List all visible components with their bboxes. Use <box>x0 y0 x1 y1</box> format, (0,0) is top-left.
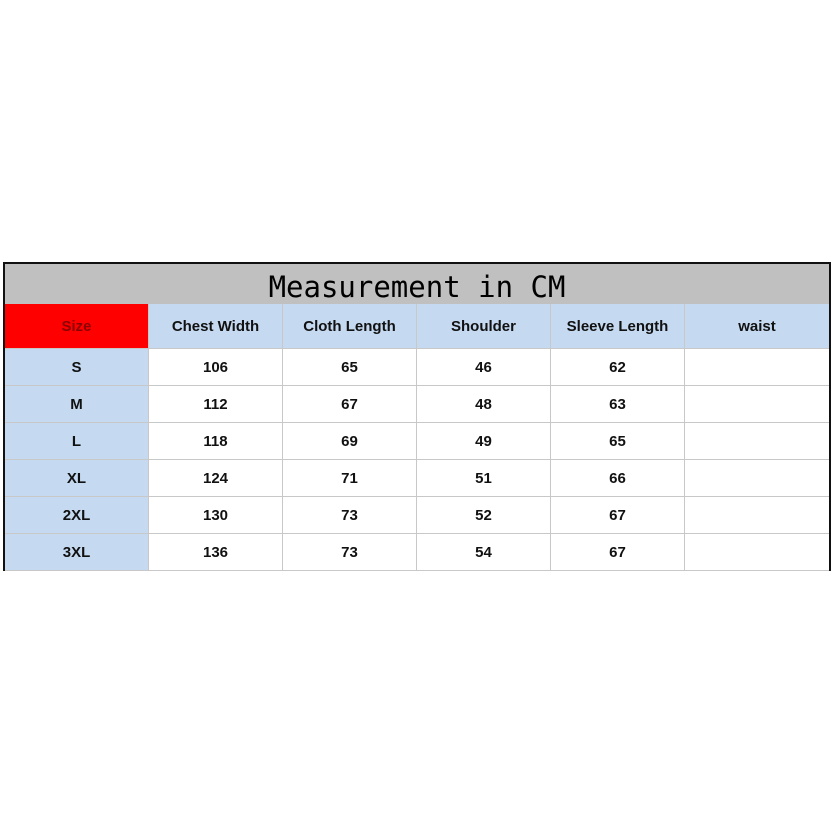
table-cell: 106 <box>149 349 283 386</box>
table-cell: 62 <box>551 349 685 386</box>
table-row: 3XL 136 73 54 67 <box>5 534 829 571</box>
table-row: 2XL 130 73 52 67 <box>5 497 829 534</box>
table-row: L 118 69 49 65 <box>5 423 829 460</box>
table-cell: 136 <box>149 534 283 571</box>
table-cell: 48 <box>417 386 551 423</box>
header-waist: waist <box>685 304 829 349</box>
table-cell: 3XL <box>5 534 149 571</box>
table-cell: 73 <box>283 497 417 534</box>
table-cell: 46 <box>417 349 551 386</box>
table-cell <box>685 534 829 571</box>
table-cell: 67 <box>551 534 685 571</box>
table-row: S 106 65 46 62 <box>5 349 829 386</box>
table-row: M 112 67 48 63 <box>5 386 829 423</box>
table-cell: 49 <box>417 423 551 460</box>
table-cell <box>685 497 829 534</box>
table-cell: S <box>5 349 149 386</box>
table-cell: 112 <box>149 386 283 423</box>
table-cell: M <box>5 386 149 423</box>
table-cell <box>685 386 829 423</box>
table-cell: 71 <box>283 460 417 497</box>
table-cell: 67 <box>283 386 417 423</box>
header-cloth-length: Cloth Length <box>283 304 417 349</box>
table-cell: 54 <box>417 534 551 571</box>
table-cell: 69 <box>283 423 417 460</box>
table-row: XL 124 71 51 66 <box>5 460 829 497</box>
table-cell: 66 <box>551 460 685 497</box>
table-cell: L <box>5 423 149 460</box>
table-cell <box>685 423 829 460</box>
header-sleeve-length: Sleeve Length <box>551 304 685 349</box>
table-cell: 51 <box>417 460 551 497</box>
size-chart-table: Measurement in CM Size Chest Width Cloth… <box>3 262 831 571</box>
header-chest-width: Chest Width <box>149 304 283 349</box>
table-cell: 73 <box>283 534 417 571</box>
table-cell: 118 <box>149 423 283 460</box>
table-cell <box>685 460 829 497</box>
table-cell <box>685 349 829 386</box>
header-size: Size <box>5 304 149 349</box>
table-cell: 52 <box>417 497 551 534</box>
header-row: Size Chest Width Cloth Length Shoulder S… <box>5 304 829 349</box>
table-cell: 67 <box>551 497 685 534</box>
table-cell: 65 <box>551 423 685 460</box>
table-cell: 65 <box>283 349 417 386</box>
header-shoulder: Shoulder <box>417 304 551 349</box>
table-title: Measurement in CM <box>5 264 829 304</box>
table-cell: XL <box>5 460 149 497</box>
table-cell: 63 <box>551 386 685 423</box>
table-cell: 130 <box>149 497 283 534</box>
table-cell: 124 <box>149 460 283 497</box>
table-cell: 2XL <box>5 497 149 534</box>
